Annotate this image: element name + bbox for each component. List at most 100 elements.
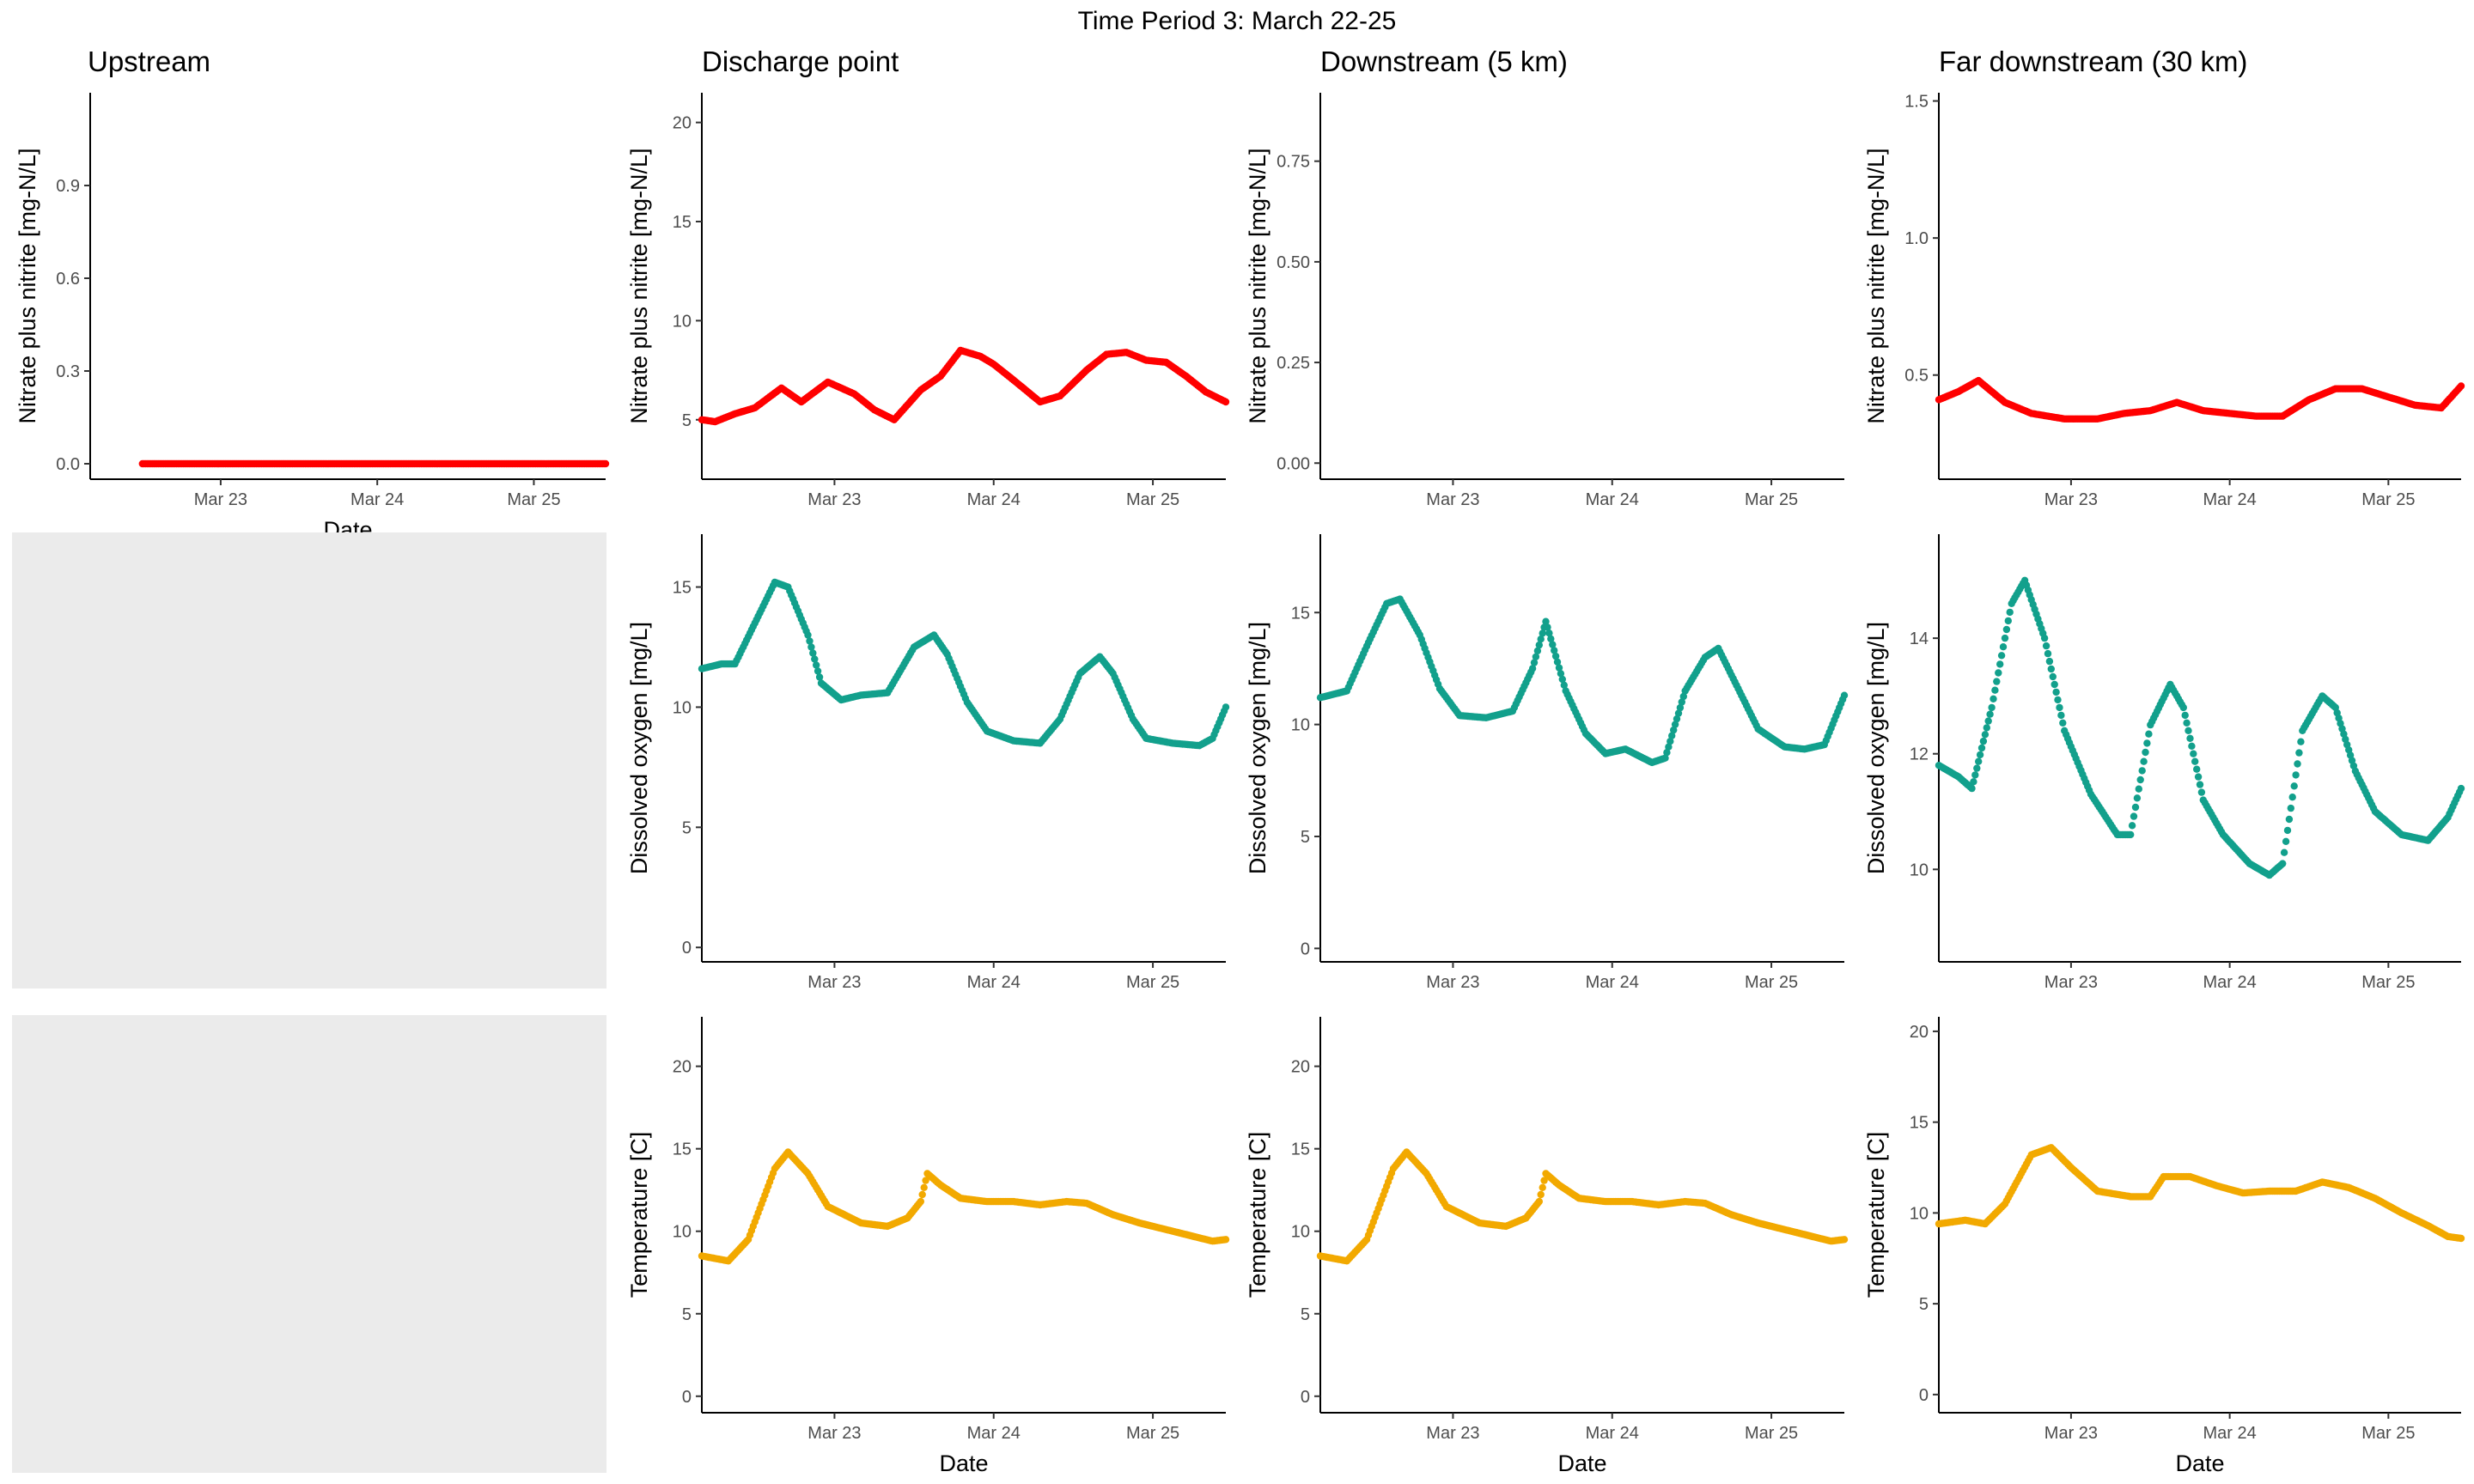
data-point [1975, 757, 1983, 765]
y-axis-title: Temperature [C] [1245, 1132, 1271, 1298]
series-points [1935, 576, 2465, 879]
y-tick-label: 15 [1291, 1140, 1310, 1159]
series-points [698, 346, 1230, 426]
data-point [2185, 727, 2192, 734]
x-tick-label: Mar 25 [1126, 490, 1179, 509]
data-point [1840, 691, 1849, 699]
data-point [1984, 717, 1992, 725]
x-tick-label: Mar 23 [807, 1424, 861, 1443]
series-points [1316, 1148, 1849, 1265]
data-point [1977, 744, 1986, 752]
y-tick-label: 1.5 [1904, 93, 1929, 112]
data-point [2057, 711, 2065, 720]
x-tick-label: Mar 24 [967, 490, 1021, 509]
data-point [1973, 764, 1981, 772]
y-tick-label: 10 [673, 698, 692, 717]
y-axis-title: Dissolved oxygen [mg/L] [626, 622, 652, 874]
x-tick-label: Mar 23 [1426, 1424, 1479, 1443]
data-point [2042, 642, 2050, 650]
data-point [1558, 675, 1567, 684]
data-point [813, 661, 820, 669]
data-point [2136, 775, 2144, 784]
data-point [2047, 665, 2055, 673]
series-points [1935, 376, 2465, 423]
y-tick-label: 20 [1910, 1023, 1929, 1042]
data-point [2197, 788, 2206, 796]
data-point [1988, 703, 1996, 712]
data-point [815, 673, 824, 681]
data-point [1549, 641, 1557, 648]
y-tick-label: 0 [682, 939, 692, 958]
data-point [804, 631, 812, 639]
data-point [1555, 664, 1563, 672]
x-tick-label: Mar 24 [2203, 973, 2257, 992]
data-point [2194, 773, 2203, 781]
data-point [1991, 686, 1999, 694]
y-tick-label: 0 [1301, 1388, 1310, 1407]
panel-11: 0 5 10 15 20 Mar 23 Mar 24 Mar 25 Temperature [C… [1245, 1017, 1849, 1476]
x-axis-title: Date [1557, 1451, 1606, 1476]
y-tick-label: 0.9 [56, 177, 80, 196]
panel-8: 10 12 14 Mar 23 Mar 24 Mar 25 Dissolved oxygen… [1863, 534, 2465, 992]
x-tick-label: Mar 23 [2044, 490, 2098, 509]
data-point [2040, 634, 2049, 642]
data-point [1999, 643, 2008, 651]
data-point [1840, 1236, 1849, 1244]
data-point [2457, 784, 2465, 793]
data-point [2457, 382, 2465, 390]
y-axis-title: Temperature [C] [1863, 1132, 1889, 1298]
series-points [698, 578, 1230, 750]
y-tick-label: 0.50 [1277, 253, 1310, 272]
data-point [2290, 782, 2298, 790]
data-point [2280, 848, 2288, 856]
data-point [1678, 698, 1686, 706]
data-point [2127, 830, 2135, 839]
data-point [1979, 737, 1988, 745]
data-point [922, 1177, 929, 1184]
y-axis-title: Nitrate plus nitrite [mg-N/L] [1863, 148, 1889, 423]
y-tick-label: 0.75 [1277, 153, 1310, 172]
x-tick-label: Mar 25 [2361, 490, 2415, 509]
panel-4: Far downstream (30 km) 0.5 1.0 1.5 Mar 23 Mar… [1863, 46, 2465, 509]
data-point [2045, 657, 2054, 666]
data-point [1551, 647, 1558, 654]
data-point [917, 1197, 925, 1206]
y-tick-label: 5 [1919, 1295, 1929, 1314]
y-tick-label: 5 [682, 1305, 692, 1324]
panel-5 [12, 532, 606, 988]
data-point [1679, 692, 1688, 701]
y-tick-label: 10 [673, 312, 692, 331]
y-tick-label: 10 [673, 1223, 692, 1242]
y-tick-label: 0.6 [56, 270, 80, 289]
series-points [1316, 595, 1849, 767]
y-tick-label: 0.0 [56, 455, 80, 474]
x-tick-label: Mar 23 [1426, 973, 1479, 992]
data-point [1976, 751, 1984, 759]
data-point [2457, 1234, 2465, 1243]
panel-title: Upstream [88, 46, 210, 77]
data-point [2288, 794, 2296, 801]
data-point [2143, 739, 2151, 747]
data-point [1993, 678, 2001, 685]
data-point [1668, 732, 1676, 739]
data-point [1528, 665, 1537, 672]
data-point [2292, 771, 2300, 779]
y-tick-label: 20 [673, 114, 692, 133]
x-tick-label: Mar 23 [807, 973, 861, 992]
y-tick-label: 5 [682, 818, 692, 837]
data-point [811, 655, 819, 663]
panel-title: Discharge point [702, 46, 899, 77]
x-tick-label: Mar 25 [2361, 973, 2415, 992]
y-tick-label: 5 [1301, 828, 1310, 847]
panel-7: 0 5 10 15 Mar 23 Mar 24 Mar 25 Dissolved oxygen… [1245, 534, 1849, 992]
data-point [1971, 771, 1979, 779]
y-axis-title: Nitrate plus nitrite [mg-N/L] [626, 148, 652, 423]
data-point [2191, 757, 2199, 765]
x-tick-label: Mar 23 [2044, 1424, 2098, 1443]
panel-3: Downstream (5 km) 0.00 0.25 0.50 0.75 Mar 23 M… [1245, 46, 1844, 509]
data-point [806, 637, 813, 645]
data-point [1560, 681, 1569, 689]
data-point [1222, 703, 1230, 711]
data-point [2044, 649, 2052, 658]
y-axis-title: Temperature [C] [626, 1132, 652, 1298]
